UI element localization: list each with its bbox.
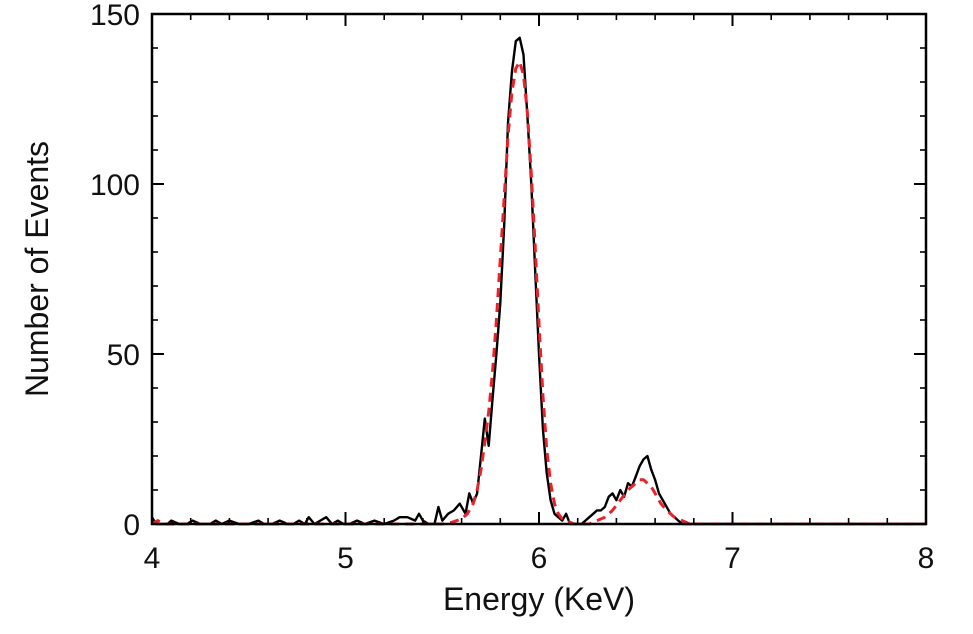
x-tick-label: 6 xyxy=(531,542,548,575)
series-line-1 xyxy=(150,36,926,526)
series-layer xyxy=(150,36,926,526)
x-tick-label: 4 xyxy=(144,542,161,575)
tick-layer: 4 5 6 7 8 0 50 100 150 xyxy=(90,0,934,575)
y-axis-title: Number of Events xyxy=(19,141,55,397)
x-tick-label: 7 xyxy=(724,542,741,575)
y-tick-label: 100 xyxy=(90,169,140,202)
series-line-2 xyxy=(151,60,926,526)
x-axis-title: Energy (KeV) xyxy=(443,581,635,617)
y-tick-label: 0 xyxy=(123,509,140,542)
y-tick-label: 150 xyxy=(90,0,140,32)
x-tick-label: 5 xyxy=(337,542,354,575)
plot-frame xyxy=(150,12,928,526)
x-tick-label: 8 xyxy=(918,542,935,575)
y-tick-label: 50 xyxy=(107,339,140,372)
